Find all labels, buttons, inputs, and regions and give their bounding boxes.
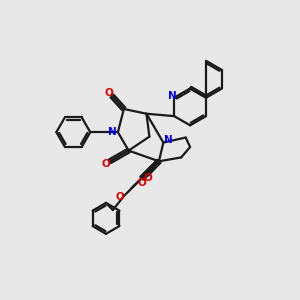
Text: O: O xyxy=(137,178,146,188)
Text: O: O xyxy=(105,88,113,98)
Text: N: N xyxy=(168,91,177,101)
Text: O: O xyxy=(143,173,152,183)
Text: N: N xyxy=(164,135,173,145)
Text: N: N xyxy=(108,127,116,137)
Text: O: O xyxy=(102,159,111,169)
Text: O: O xyxy=(115,192,124,202)
